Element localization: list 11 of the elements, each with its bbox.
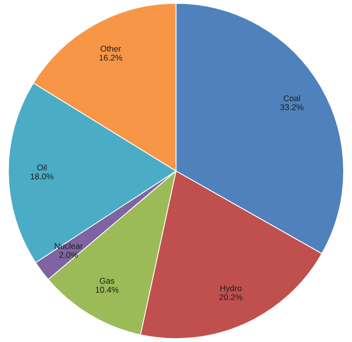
slice-label: Coal [284,95,300,102]
slice-label: Hydro [220,285,242,293]
data-label: 2.0% [59,252,78,258]
data-label: 20.2% [219,294,242,300]
slice-label: Gas [100,278,114,284]
data-label: 18.0% [30,174,54,180]
slice-label: Other [100,46,121,52]
data-label: 33.2% [280,104,304,110]
slice-label: Oil [37,164,46,170]
data-label: 16.2% [99,54,122,61]
data-label: 10.4% [96,286,119,293]
